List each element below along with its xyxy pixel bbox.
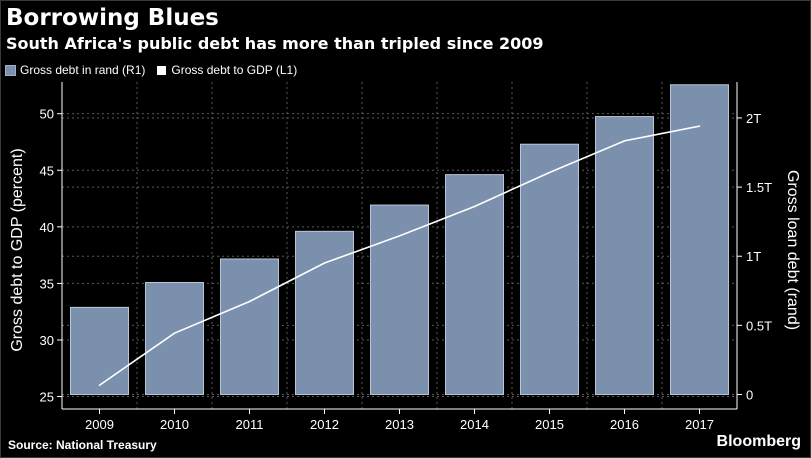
legend-label-line: Gross debt to GDP (L1) (171, 63, 298, 77)
left-tick-label: 35 (40, 276, 54, 291)
left-axis-title: Gross debt to GDP (percent) (9, 148, 26, 351)
bar-2015 (520, 143, 579, 395)
right-tick-label: 1.5T (746, 180, 772, 195)
x-tick-label-2009: 2009 (85, 417, 114, 432)
x-tick-label-2012: 2012 (310, 417, 339, 432)
line-point-2009 (98, 384, 101, 387)
chart-title: Borrowing Blues (6, 5, 219, 31)
bar-2011 (220, 258, 279, 395)
left-tick-label: 40 (40, 220, 54, 235)
legend-item-line: Gross debt to GDP (L1) (157, 63, 297, 77)
bar-2016 (595, 116, 654, 395)
x-tick-label-2015: 2015 (535, 417, 564, 432)
legend-swatch-line (157, 65, 167, 75)
x-tick-label-2014: 2014 (460, 417, 489, 432)
line-point-2016 (623, 140, 626, 142)
line-point-2010 (173, 332, 176, 334)
legend-label-bars: Gross debt in rand (R1) (20, 63, 146, 77)
bar-2017 (670, 84, 729, 395)
right-tick-label: 1T (746, 249, 761, 264)
axes: 25 30 35 40 45 50 0 0.5T 1T 1.5T 2T 2009 2010 2011 201… (40, 82, 772, 432)
line-point-2014 (473, 205, 476, 208)
left-tick-label: 50 (40, 107, 54, 122)
legend-swatch-bars (5, 64, 16, 76)
bar-2013 (370, 204, 429, 395)
bar-2014 (445, 174, 504, 395)
line-point-2015 (548, 171, 551, 174)
left-tick-label: 25 (40, 390, 54, 405)
line-point-2011 (248, 300, 251, 303)
right-axis-title: Gross loan debt (rand) (784, 170, 801, 330)
right-tick-label: 0 (746, 387, 753, 402)
line-series (98, 125, 701, 387)
legend: Gross debt in rand (R1) Gross debt to GD… (5, 61, 297, 79)
line-point-2013 (398, 235, 401, 237)
chart-subtitle: South Africa's public debt has more than… (6, 34, 544, 53)
x-tick-label-2016: 2016 (610, 417, 639, 432)
left-tick-label: 30 (40, 333, 54, 348)
line-point-2012 (323, 262, 326, 264)
right-tick-label: 2T (746, 111, 761, 126)
bar-2009 (70, 306, 129, 395)
line-point-2017 (698, 125, 701, 127)
x-tick-label-2017: 2017 (685, 417, 714, 432)
left-tick-label: 45 (40, 163, 54, 178)
x-tick-label-2010: 2010 (160, 417, 189, 432)
bar-2012 (295, 230, 354, 395)
bar-2010 (145, 281, 204, 395)
brand-logo: Bloomberg (716, 433, 801, 450)
x-tick-label-2013: 2013 (385, 417, 414, 432)
bar-series (70, 84, 729, 395)
legend-item-bars: Gross debt in rand (R1) (5, 63, 146, 77)
source-note: Source: National Treasury (8, 438, 157, 452)
x-tick-label-2011: 2011 (236, 417, 264, 432)
right-tick-label: 0.5T (746, 318, 772, 333)
